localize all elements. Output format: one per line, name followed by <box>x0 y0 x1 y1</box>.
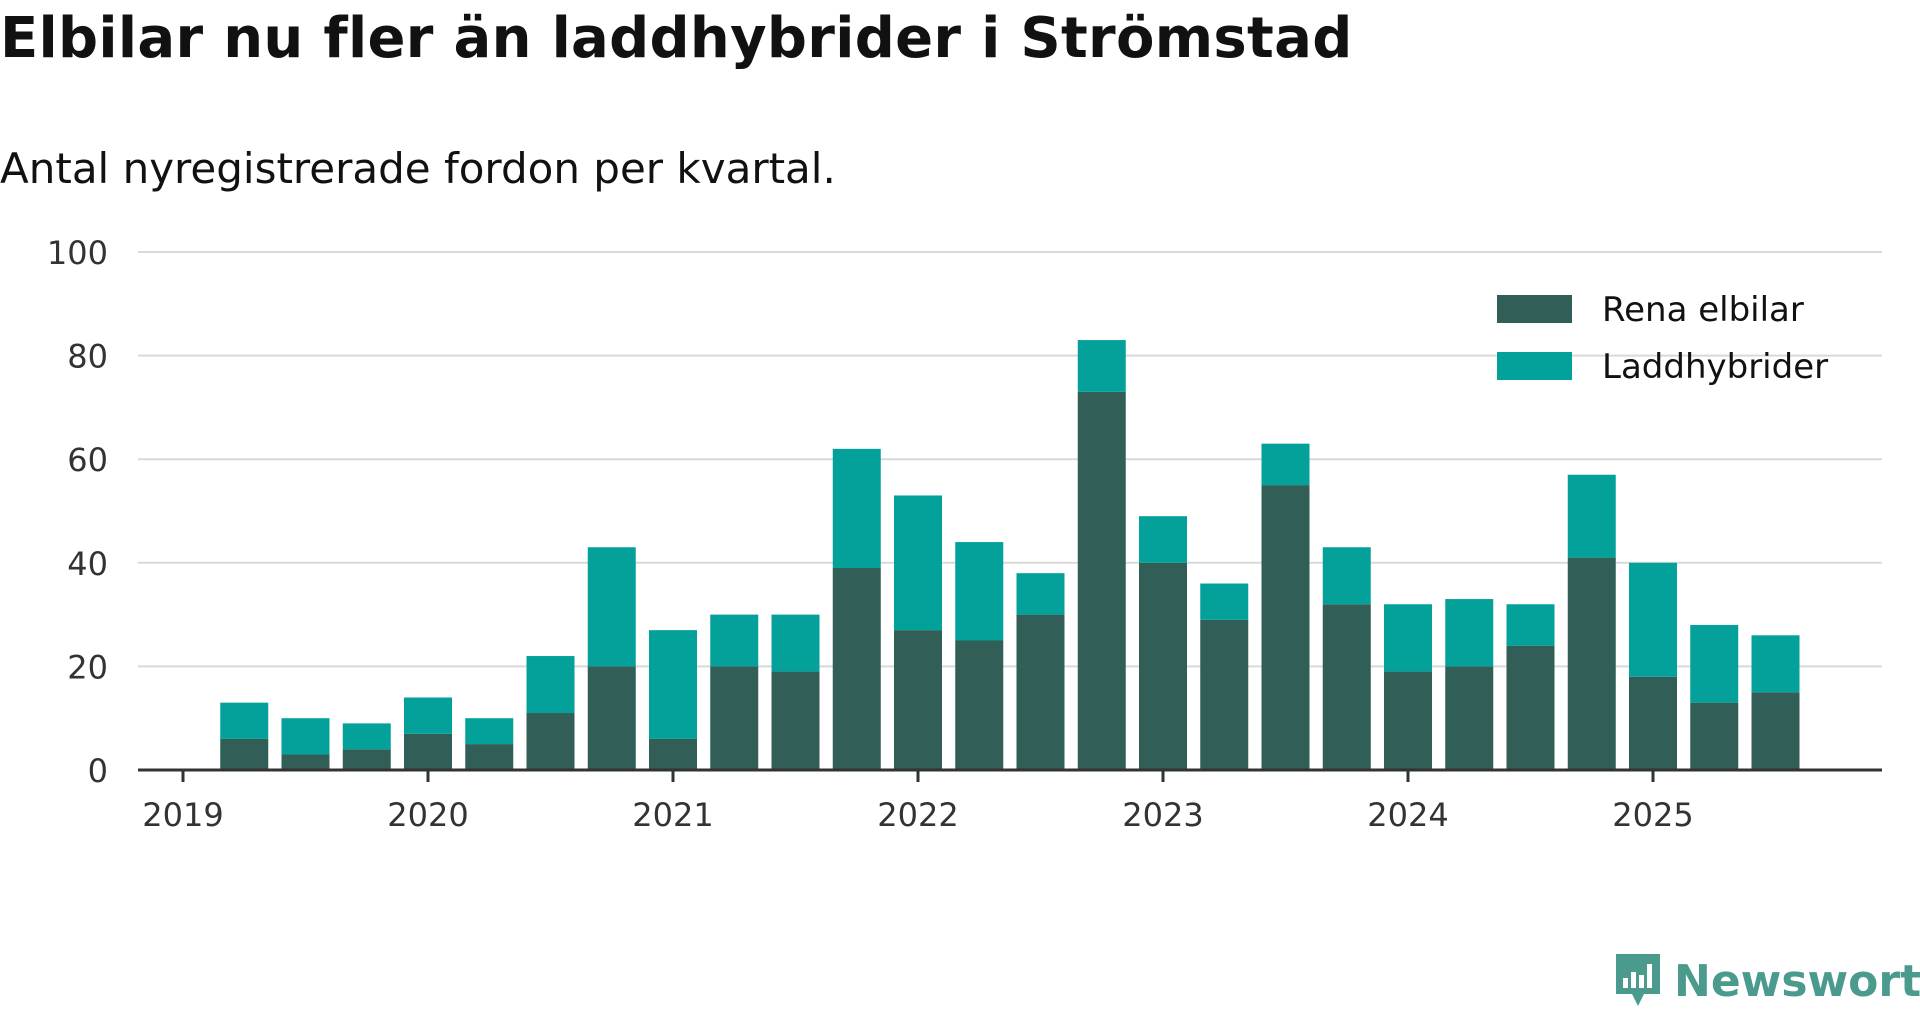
bar-rena-elbilar <box>894 630 942 770</box>
bar-rena-elbilar <box>587 666 636 770</box>
x-tick-label: 2024 <box>1367 796 1448 834</box>
bar-rena-elbilar <box>955 640 1004 770</box>
bar-laddhybrider <box>832 448 881 568</box>
bar-rena-elbilar <box>1077 391 1126 770</box>
bar-rena-elbilar <box>404 733 452 770</box>
x-tick-label: 2023 <box>1122 796 1203 834</box>
bar-rena-elbilar <box>1690 702 1739 770</box>
bar-laddhybrider <box>1322 547 1371 605</box>
bar-rena-elbilar <box>1016 614 1065 770</box>
y-axis-ticks: 0 20 40 60 80 100 <box>47 234 108 790</box>
bar-laddhybrider <box>1200 583 1249 620</box>
bar-rena-elbilar <box>1629 676 1677 770</box>
x-axis: 2019 2020 2021 2022 2023 2024 2025 <box>138 768 1882 834</box>
bar-rena-elbilar <box>1200 619 1249 770</box>
bar-laddhybrider <box>1751 635 1800 693</box>
brand-logo: Newsworthy <box>1612 950 1920 1012</box>
legend-swatch <box>1497 295 1572 323</box>
bar-rena-elbilar <box>1322 604 1371 770</box>
bar-laddhybrider <box>1506 604 1555 646</box>
bar-laddhybrider <box>465 718 514 745</box>
bar-rena-elbilar <box>1261 485 1310 770</box>
bar-laddhybrider <box>771 614 820 672</box>
bar-rena-elbilar <box>1445 666 1494 770</box>
bar-laddhybrider <box>404 697 452 734</box>
bar-laddhybrider <box>587 547 636 667</box>
bar-rena-elbilar <box>220 738 269 770</box>
bar-rena-elbilar <box>1384 671 1432 770</box>
bar-laddhybrider <box>1384 604 1432 672</box>
chart-title: Elbilar nu fler än laddhybrider i Ströms… <box>0 6 1353 71</box>
bar-laddhybrider <box>1261 443 1310 486</box>
bar-laddhybrider <box>1690 624 1739 703</box>
bar-laddhybrider <box>1077 340 1126 392</box>
bar-rena-elbilar <box>1506 645 1555 770</box>
bar-rena-elbilar <box>526 713 575 770</box>
bar-laddhybrider <box>342 723 391 750</box>
y-tick-label: 40 <box>67 545 108 583</box>
bar-laddhybrider <box>1629 562 1677 677</box>
bar-laddhybrider <box>281 718 330 755</box>
chart-subtitle: Antal nyregistrerade fordon per kvartal. <box>0 144 836 193</box>
bar-laddhybrider <box>1016 573 1065 615</box>
legend-label: Rena elbilar <box>1602 290 1804 330</box>
bar-rena-elbilar <box>771 671 820 770</box>
y-tick-label: 100 <box>47 234 108 272</box>
legend-label: Laddhybrider <box>1602 347 1828 387</box>
bar-laddhybrider <box>894 495 942 631</box>
bar-laddhybrider <box>1567 474 1616 558</box>
bar-rena-elbilar <box>649 738 697 770</box>
bar-rena-elbilar <box>710 666 759 770</box>
y-tick-label: 80 <box>67 338 108 376</box>
bar-rena-elbilar <box>1567 557 1616 770</box>
x-tick-label: 2019 <box>142 796 223 834</box>
bar-rena-elbilar <box>342 749 391 770</box>
legend-swatch <box>1497 352 1572 380</box>
x-tick-label: 2022 <box>877 796 958 834</box>
bar-laddhybrider <box>1445 599 1494 667</box>
bar-rena-elbilar <box>281 754 330 770</box>
x-tick-label: 2021 <box>632 796 713 834</box>
bar-laddhybrider <box>220 702 269 739</box>
bar-rena-elbilar <box>465 744 514 770</box>
newsworthy-logo-icon <box>1616 954 1660 1006</box>
bar-laddhybrider <box>649 630 697 739</box>
bar-rena-elbilar <box>1751 692 1800 770</box>
bar-laddhybrider <box>1139 516 1187 563</box>
y-tick-label: 20 <box>67 648 108 686</box>
bars <box>220 340 1800 770</box>
y-tick-label: 60 <box>67 441 108 479</box>
stacked-bar-chart: 0 20 40 60 80 100 2019 2020 2021 2022 2023 2024 202… <box>47 234 1882 834</box>
bar-laddhybrider <box>955 542 1004 641</box>
legend: Rena elbilar Laddhybrider <box>1497 290 1828 387</box>
bar-rena-elbilar <box>832 567 881 770</box>
bar-laddhybrider <box>710 614 759 667</box>
brand-name: Newsworthy <box>1674 955 1920 1007</box>
x-tick-label: 2020 <box>387 796 468 834</box>
x-tick-label: 2025 <box>1612 796 1693 834</box>
bar-laddhybrider <box>526 656 575 714</box>
y-tick-label: 0 <box>88 752 108 790</box>
bar-rena-elbilar <box>1139 562 1187 770</box>
